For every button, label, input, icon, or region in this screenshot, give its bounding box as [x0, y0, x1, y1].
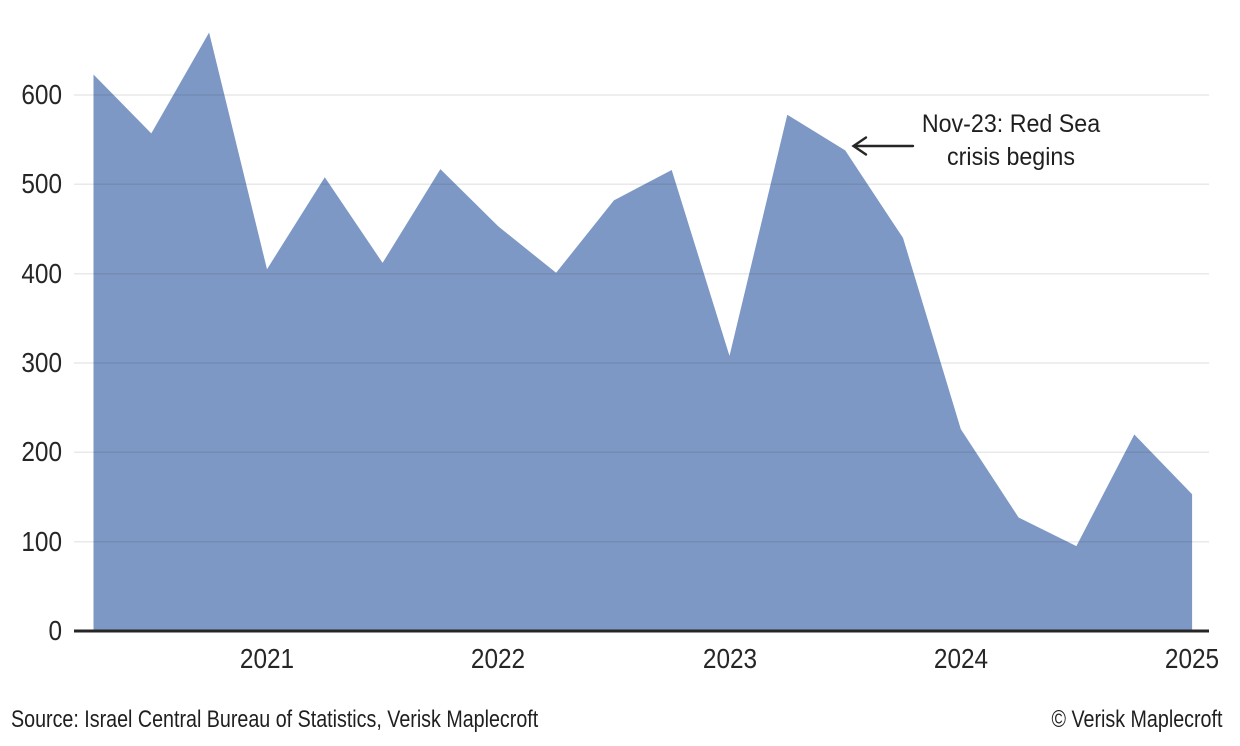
- area-series: [93, 32, 1193, 631]
- y-tick-label-100: 100: [21, 525, 62, 557]
- annotation-arrow-icon: [851, 136, 915, 156]
- x-tick-label-2022: 2022: [471, 643, 526, 674]
- x-tick-label-2024: 2024: [933, 643, 988, 674]
- annotation-line-2: crisis begins: [947, 142, 1075, 171]
- annotation-line-1: Nov-23: Red Sea: [921, 110, 1101, 138]
- copyright-text: © Verisk Maplecroft: [1051, 706, 1222, 733]
- y-tick-label-300: 300: [21, 347, 62, 378]
- y-tick-label-200: 200: [21, 436, 62, 468]
- annotation-label: Nov-23: Red Sea crisis begins: [872, 108, 1151, 173]
- gridlines: [74, 94, 1209, 543]
- x-tick-label-2025: 2025: [1164, 643, 1220, 674]
- y-tick-label-500: 500: [21, 168, 62, 200]
- source-text: Source: Israel Central Bureau of Statist…: [11, 706, 539, 733]
- y-tick-label-400: 400: [21, 257, 62, 289]
- y-tick-label-600: 600: [21, 79, 62, 110]
- y-tick-label-0: 0: [48, 615, 62, 646]
- x-tick-label-2023: 2023: [702, 643, 757, 674]
- x-tick-label-2021: 2021: [239, 643, 295, 674]
